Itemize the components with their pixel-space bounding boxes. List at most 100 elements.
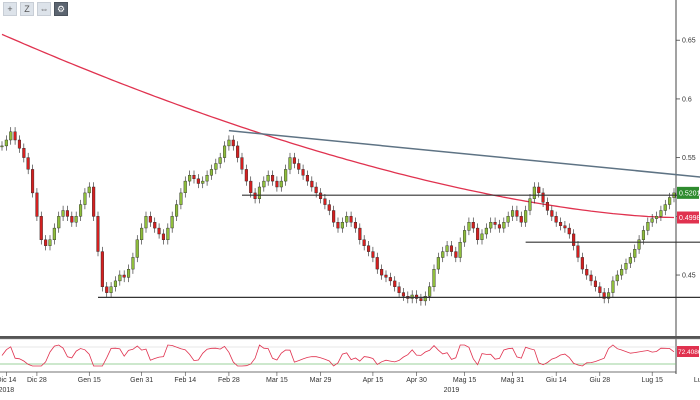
up-candle: [214, 163, 218, 170]
up-candle: [611, 280, 615, 293]
down-candle: [519, 216, 523, 223]
last-price-badge: [677, 186, 699, 199]
down-candle: [105, 286, 109, 293]
up-candle: [423, 296, 427, 302]
annotation-lines-layer: [98, 129, 700, 298]
up-candle: [188, 174, 192, 182]
x-tick-label: Dic 28: [27, 377, 47, 384]
down-candle: [13, 131, 17, 141]
x-tick-label: Gen 31: [130, 377, 153, 384]
x-tick-label: Mag 15: [453, 377, 476, 384]
up-candle: [655, 216, 659, 219]
down-candle: [122, 274, 126, 278]
up-candle: [484, 227, 488, 235]
pan-icon[interactable]: ⇔: [37, 2, 51, 16]
down-candle: [336, 221, 340, 229]
down-candle: [580, 257, 584, 270]
down-candle: [537, 186, 541, 194]
up-candle: [511, 210, 515, 217]
down-candle: [353, 221, 358, 229]
up-candle: [284, 169, 288, 182]
up-candle: [83, 192, 87, 205]
crosshair-icon[interactable]: +: [3, 2, 17, 16]
up-candle: [61, 210, 65, 217]
up-candle: [663, 204, 667, 211]
moving-average-label: 0.4998: [679, 215, 700, 222]
up-candle: [480, 233, 484, 240]
up-candle: [170, 216, 174, 229]
down-candle: [327, 204, 331, 211]
up-candle: [441, 251, 445, 258]
down-candle: [397, 286, 401, 293]
down-candle: [367, 245, 371, 252]
up-candle: [524, 210, 528, 223]
up-candle: [646, 221, 650, 231]
up-candle: [266, 174, 270, 182]
up-candle: [650, 218, 654, 223]
down-candle: [362, 239, 366, 246]
up-candle: [78, 204, 83, 217]
y-axis: 0.450.50.550.60.65: [676, 38, 696, 280]
x-tick-label: Gen 15: [78, 377, 101, 384]
down-candle: [240, 157, 244, 170]
zoom-icon[interactable]: Z: [20, 2, 34, 16]
down-candle: [576, 245, 580, 258]
up-candle: [183, 180, 187, 194]
down-candle: [567, 227, 571, 235]
year-label: 2018: [0, 387, 14, 394]
up-candle: [279, 180, 283, 188]
down-candle: [231, 139, 235, 147]
down-candle: [297, 163, 301, 170]
down-candle: [31, 169, 35, 194]
up-candle: [48, 239, 52, 246]
up-candle: [144, 216, 148, 229]
up-candle: [458, 241, 462, 258]
up-candle: [624, 263, 628, 270]
up-candle: [345, 216, 349, 223]
up-candle: [222, 145, 227, 158]
down-candle: [332, 210, 336, 223]
down-candle: [244, 169, 248, 182]
up-candle: [52, 227, 56, 241]
down-candle: [310, 180, 314, 188]
down-candle: [319, 192, 323, 199]
down-candle: [192, 174, 196, 179]
indicator-line: [1, 344, 675, 367]
indicator-value-label: 72.4086: [678, 349, 700, 356]
down-candle: [371, 251, 375, 258]
down-candle: [375, 257, 379, 270]
up-candle: [166, 227, 170, 241]
up-candle: [227, 139, 231, 147]
down-candle: [305, 174, 310, 182]
x-tick-label: Mag 31: [501, 377, 524, 384]
down-candle: [602, 292, 606, 299]
down-candle: [349, 216, 353, 223]
down-candle: [236, 145, 240, 158]
down-candle: [384, 274, 388, 278]
up-candle: [74, 216, 78, 223]
up-candle: [257, 186, 262, 199]
settings-icon[interactable]: ⚙: [54, 2, 68, 16]
up-candle: [340, 221, 344, 229]
resistance-trendline: [228, 129, 700, 178]
up-candle: [4, 139, 8, 147]
down-candle: [380, 269, 384, 276]
y-tick-label: 0.65: [682, 38, 696, 45]
down-candle: [70, 216, 74, 223]
x-tick-label: Apr 30: [406, 377, 427, 384]
last-price-label: 0.5201: [679, 190, 700, 197]
up-candle: [628, 257, 632, 264]
up-candle: [9, 131, 13, 141]
down-candle: [314, 186, 318, 194]
down-candle: [44, 239, 48, 246]
up-candle: [620, 269, 624, 276]
up-candle: [131, 257, 135, 270]
down-candle: [598, 286, 602, 293]
x-tick-label: Dic 14: [0, 377, 16, 384]
up-candle: [436, 257, 440, 270]
down-candle: [148, 216, 152, 223]
chart-toolbar: + Z ⇔ ⚙: [3, 2, 68, 16]
down-candle: [476, 227, 480, 241]
x-tick-label: Mar 15: [266, 377, 288, 384]
